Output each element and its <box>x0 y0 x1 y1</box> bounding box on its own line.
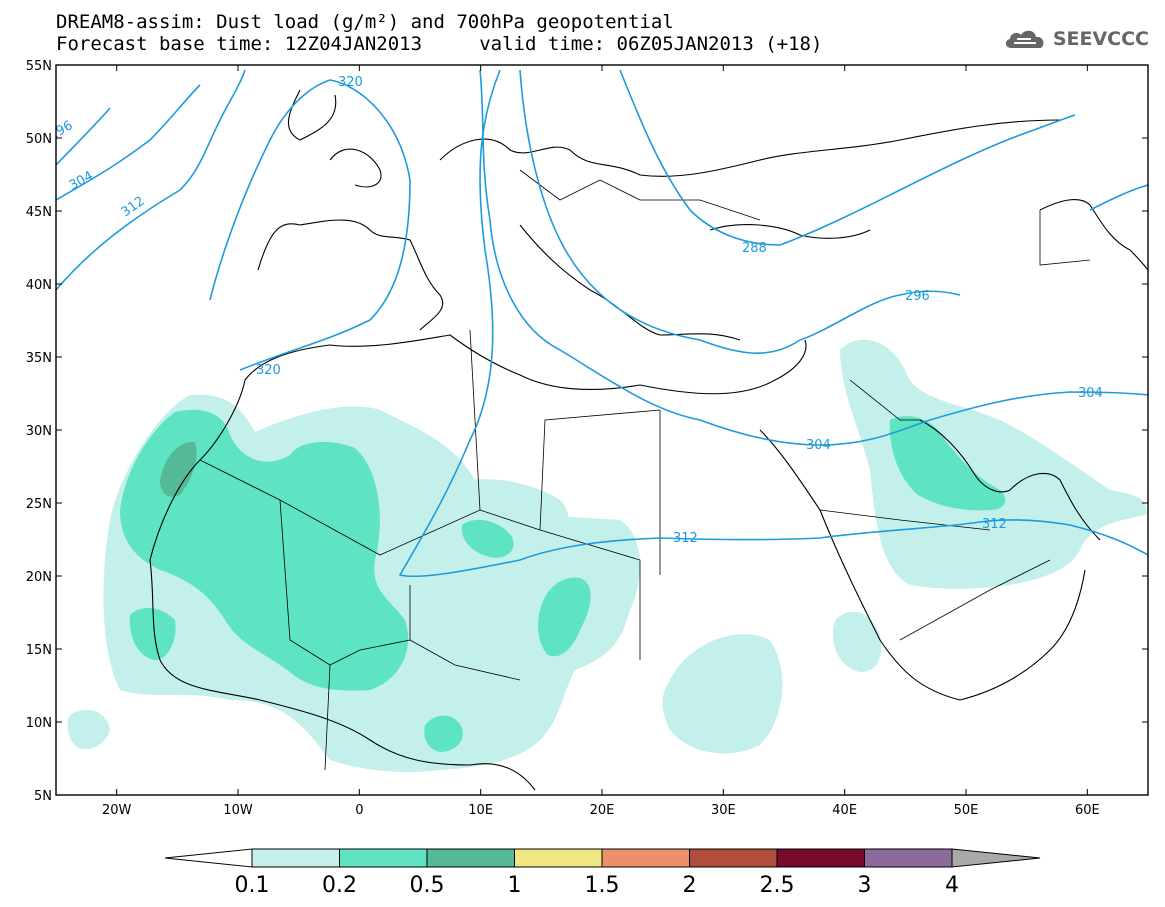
lon-tick-label: 20E <box>590 803 615 818</box>
lat-tick-label: 30N <box>26 424 52 439</box>
contour-label: 304 <box>1078 386 1103 401</box>
colorbar-label: 0.1 <box>235 873 270 898</box>
lon-tick-label: 20W <box>102 803 132 818</box>
colorbar-swatch <box>776 848 865 868</box>
colorbar-label: 2 <box>683 873 697 898</box>
map-title: DREAM8-assim: Dust load (g/m²) and 700hP… <box>56 11 674 33</box>
colorbar: 0.1 0.2 0.5 1 1.5 2 2.5 3 4 <box>164 848 1041 898</box>
longitude-axis: 20W 10W 0 10E 20E 30E 40E 50E 60E <box>102 65 1100 818</box>
lat-tick-label: 40N <box>26 278 52 293</box>
colorbar-label: 4 <box>945 873 959 898</box>
colorbar-label: 3 <box>858 873 872 898</box>
lat-tick-label: 15N <box>26 643 52 658</box>
colorbar-swatch <box>689 848 778 868</box>
colorbar-label: 1 <box>508 873 522 898</box>
colorbar-swatch <box>864 848 953 868</box>
brand-name: SEEVCCC <box>1052 28 1149 50</box>
lat-tick-label: 20N <box>26 570 52 585</box>
latitude-axis: 55N 50N 45N 40N 35N 30N 25N 20N 15N 10N 5N <box>26 59 1148 804</box>
contour-label: 320 <box>256 363 281 378</box>
dust-layer-05 <box>160 441 197 497</box>
geopotential-contours <box>56 69 1148 578</box>
coastlines <box>149 89 1148 791</box>
contour-label: 288 <box>742 241 767 256</box>
lon-tick-label: 40E <box>832 803 857 818</box>
lon-tick-label: 10E <box>468 803 493 818</box>
colorbar-under-arrow <box>164 848 253 868</box>
colorbar-swatch <box>514 848 603 868</box>
lat-tick-label: 10N <box>26 716 52 731</box>
lon-tick-label: 50E <box>954 803 979 818</box>
lat-tick-label: 25N <box>26 497 52 512</box>
colorbar-label: 0.2 <box>322 873 357 898</box>
lat-tick-label: 5N <box>34 789 52 804</box>
colorbar-swatch <box>251 848 340 868</box>
lat-tick-label: 55N <box>26 59 52 74</box>
colorbar-label: 0.5 <box>410 873 445 898</box>
lat-tick-label: 35N <box>26 351 52 366</box>
country-borders <box>199 169 1091 771</box>
lon-tick-label: 30E <box>711 803 736 818</box>
lon-tick-label: 10W <box>223 803 253 818</box>
contour-label: 304 <box>806 438 831 453</box>
lat-tick-label: 45N <box>26 205 52 220</box>
contour-label: 296 <box>905 289 930 304</box>
lon-tick-label: 60E <box>1075 803 1100 818</box>
colorbar-swatch <box>426 848 515 868</box>
cloud-logo-icon <box>1005 30 1044 48</box>
contour-label: 312 <box>982 517 1007 532</box>
contour-label: 312 <box>673 531 698 546</box>
colorbar-swatch <box>339 848 428 868</box>
colorbar-label: 2.5 <box>760 873 795 898</box>
lat-tick-label: 50N <box>26 132 52 147</box>
colorbar-swatch <box>601 848 690 868</box>
colorbar-label: 1.5 <box>585 873 620 898</box>
dust-layer-02 <box>120 409 1006 752</box>
brand-logo: SEEVCCC <box>1003 26 1149 52</box>
forecast-time-subtitle: Forecast base time: 12Z04JAN2013 valid t… <box>56 33 823 55</box>
contour-label: 320 <box>338 75 363 90</box>
colorbar-over-arrow <box>951 848 1041 868</box>
lon-tick-label: 0 <box>355 803 363 818</box>
